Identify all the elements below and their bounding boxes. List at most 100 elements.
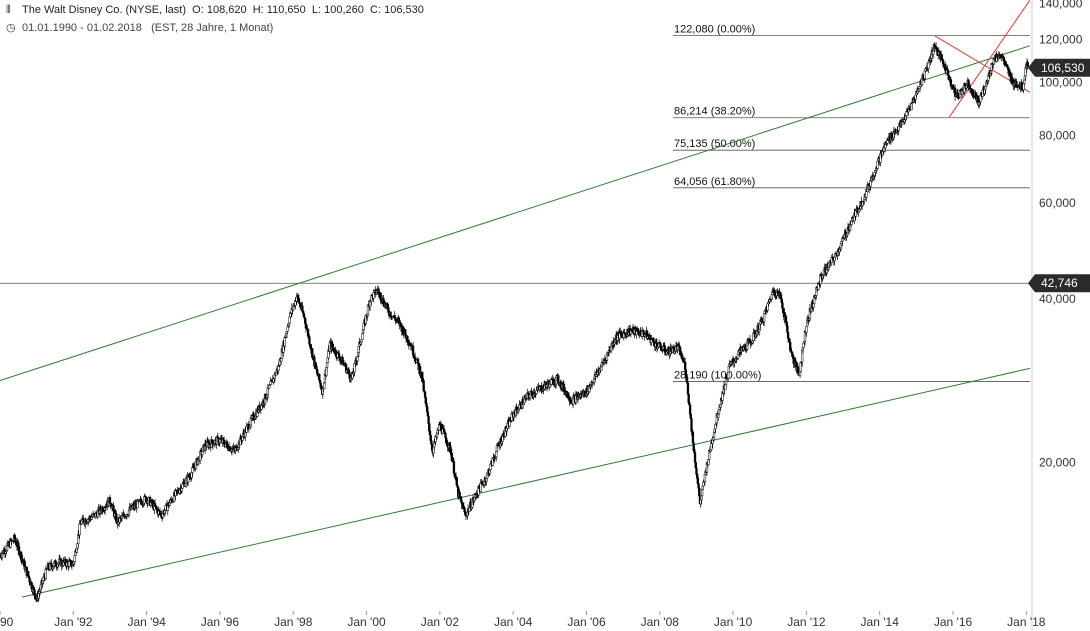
candle-body — [308, 336, 311, 345]
bar-chart-icon: ⫴ — [6, 4, 11, 16]
y-tick-label: 40,000 — [1039, 292, 1076, 306]
x-tick-label: Jan '96 — [201, 615, 240, 629]
candle-body — [438, 424, 441, 431]
x-tick-label: Jan '04 — [494, 615, 533, 629]
candle-body — [67, 561, 71, 567]
x-tick-label: 90 — [0, 615, 14, 629]
candle-body — [450, 452, 453, 461]
candle-body — [724, 384, 727, 390]
close-label: C: — [370, 4, 382, 16]
candle-body — [550, 379, 553, 385]
open-label: O: — [192, 4, 204, 16]
close-value: 106,530 — [384, 4, 424, 16]
candle-body — [416, 358, 420, 364]
candle-body — [689, 413, 692, 419]
price-badge-shape — [1028, 274, 1090, 293]
candle-body — [34, 594, 37, 600]
candles — [0, 41, 1029, 603]
candle-body — [817, 283, 820, 290]
candle-body — [528, 394, 532, 399]
candle-body — [366, 305, 370, 315]
x-tick-label: Jan '18 — [1007, 615, 1046, 629]
candle-body — [688, 402, 691, 406]
candle-body — [361, 333, 364, 340]
trendline — [948, 0, 1030, 118]
y-tick-label: 20,000 — [1039, 455, 1076, 469]
candle-body — [27, 570, 30, 577]
candle-body — [684, 362, 687, 370]
candle-body — [33, 589, 36, 595]
candle-body — [897, 126, 900, 132]
x-tick-label: Jan '94 — [127, 615, 166, 629]
candle-body — [452, 461, 456, 474]
chart-header: ⫴ The Walt Disney Co. (NYSE, last) O: 108… — [6, 4, 424, 17]
x-tick-label: Jan '92 — [54, 615, 93, 629]
candle-body — [423, 391, 427, 398]
candle-body — [690, 418, 693, 432]
candle-body — [181, 483, 184, 489]
x-tick-label: Jan '12 — [787, 615, 826, 629]
x-tick-label: Jan '02 — [421, 615, 460, 629]
price-badge-shape — [1028, 58, 1090, 77]
fib-level-label: 64,056 (61.80%) — [674, 176, 755, 188]
chart-range-info: ◷ 01.01.1990 - 01.02.2018 (EST, 28 Jahre,… — [6, 21, 273, 34]
candle-body — [932, 50, 935, 55]
x-tick-label: Jan '10 — [714, 615, 753, 629]
candle-body — [73, 555, 76, 562]
high-value: 110,650 — [266, 4, 306, 16]
candle-body — [78, 523, 81, 536]
candle-body — [869, 180, 872, 187]
fib-level-label: 122,080 (0.00%) — [674, 24, 755, 36]
candle-body — [805, 326, 808, 333]
candle-body — [727, 372, 730, 379]
price-badge: 106,530 — [1028, 58, 1090, 77]
x-tick-label: Jan '08 — [641, 615, 680, 629]
trendline — [21, 367, 1030, 598]
candle-body — [686, 382, 690, 395]
x-tick-label: Jan '06 — [567, 615, 606, 629]
high-label: H: — [252, 4, 264, 16]
x-tick-label: Jan '00 — [347, 615, 386, 629]
instrument-title: The Walt Disney Co. (NYSE, last) — [22, 4, 187, 16]
date-range: 01.01.1990 - 01.02.2018 — [22, 22, 142, 34]
candle-body — [306, 329, 310, 337]
x-tick-label: Jan '16 — [934, 615, 973, 629]
candle-body — [283, 337, 286, 347]
candle-body — [153, 503, 157, 507]
price-badge: 42,746 — [1028, 274, 1090, 293]
low-value: 100,260 — [324, 4, 364, 16]
candle-body — [460, 500, 463, 504]
candle-body — [779, 294, 783, 300]
candle-body — [700, 489, 704, 497]
y-tick-label: 140,000 — [1039, 0, 1083, 10]
candle-body — [347, 369, 351, 374]
clock-icon: ◷ — [6, 22, 16, 34]
candle-body — [698, 487, 701, 497]
open-value: 108,620 — [206, 4, 247, 16]
range-meta: (EST, 28 Jahre, 1 Monat) — [151, 22, 274, 34]
candle-body — [211, 439, 214, 444]
y-tick-label: 100,000 — [1039, 76, 1083, 90]
candle-body — [1026, 62, 1029, 67]
candle-body — [201, 451, 204, 455]
x-tick-label: Jan '14 — [861, 615, 900, 629]
candle-body — [791, 354, 795, 358]
candle-body — [427, 415, 430, 424]
y-tick-label: 120,000 — [1039, 33, 1083, 47]
candle-body — [905, 111, 908, 117]
fib-level-label: 28,190 (100.00%) — [674, 369, 761, 381]
trendline — [0, 45, 1030, 382]
candle-body — [663, 345, 666, 352]
price-badge-label: 42,746 — [1041, 276, 1078, 290]
candle-body — [535, 390, 538, 394]
candle-body — [318, 373, 321, 381]
low-label: L: — [311, 4, 322, 16]
x-tick-label: Jan '98 — [274, 615, 313, 629]
price-badge-label: 106,530 — [1041, 61, 1085, 75]
candle-body — [762, 313, 766, 323]
y-tick-label: 80,000 — [1039, 128, 1076, 142]
y-tick-label: 60,000 — [1039, 196, 1076, 210]
candle-body — [784, 316, 788, 323]
fib-level-label: 86,214 (38.20%) — [674, 106, 755, 118]
